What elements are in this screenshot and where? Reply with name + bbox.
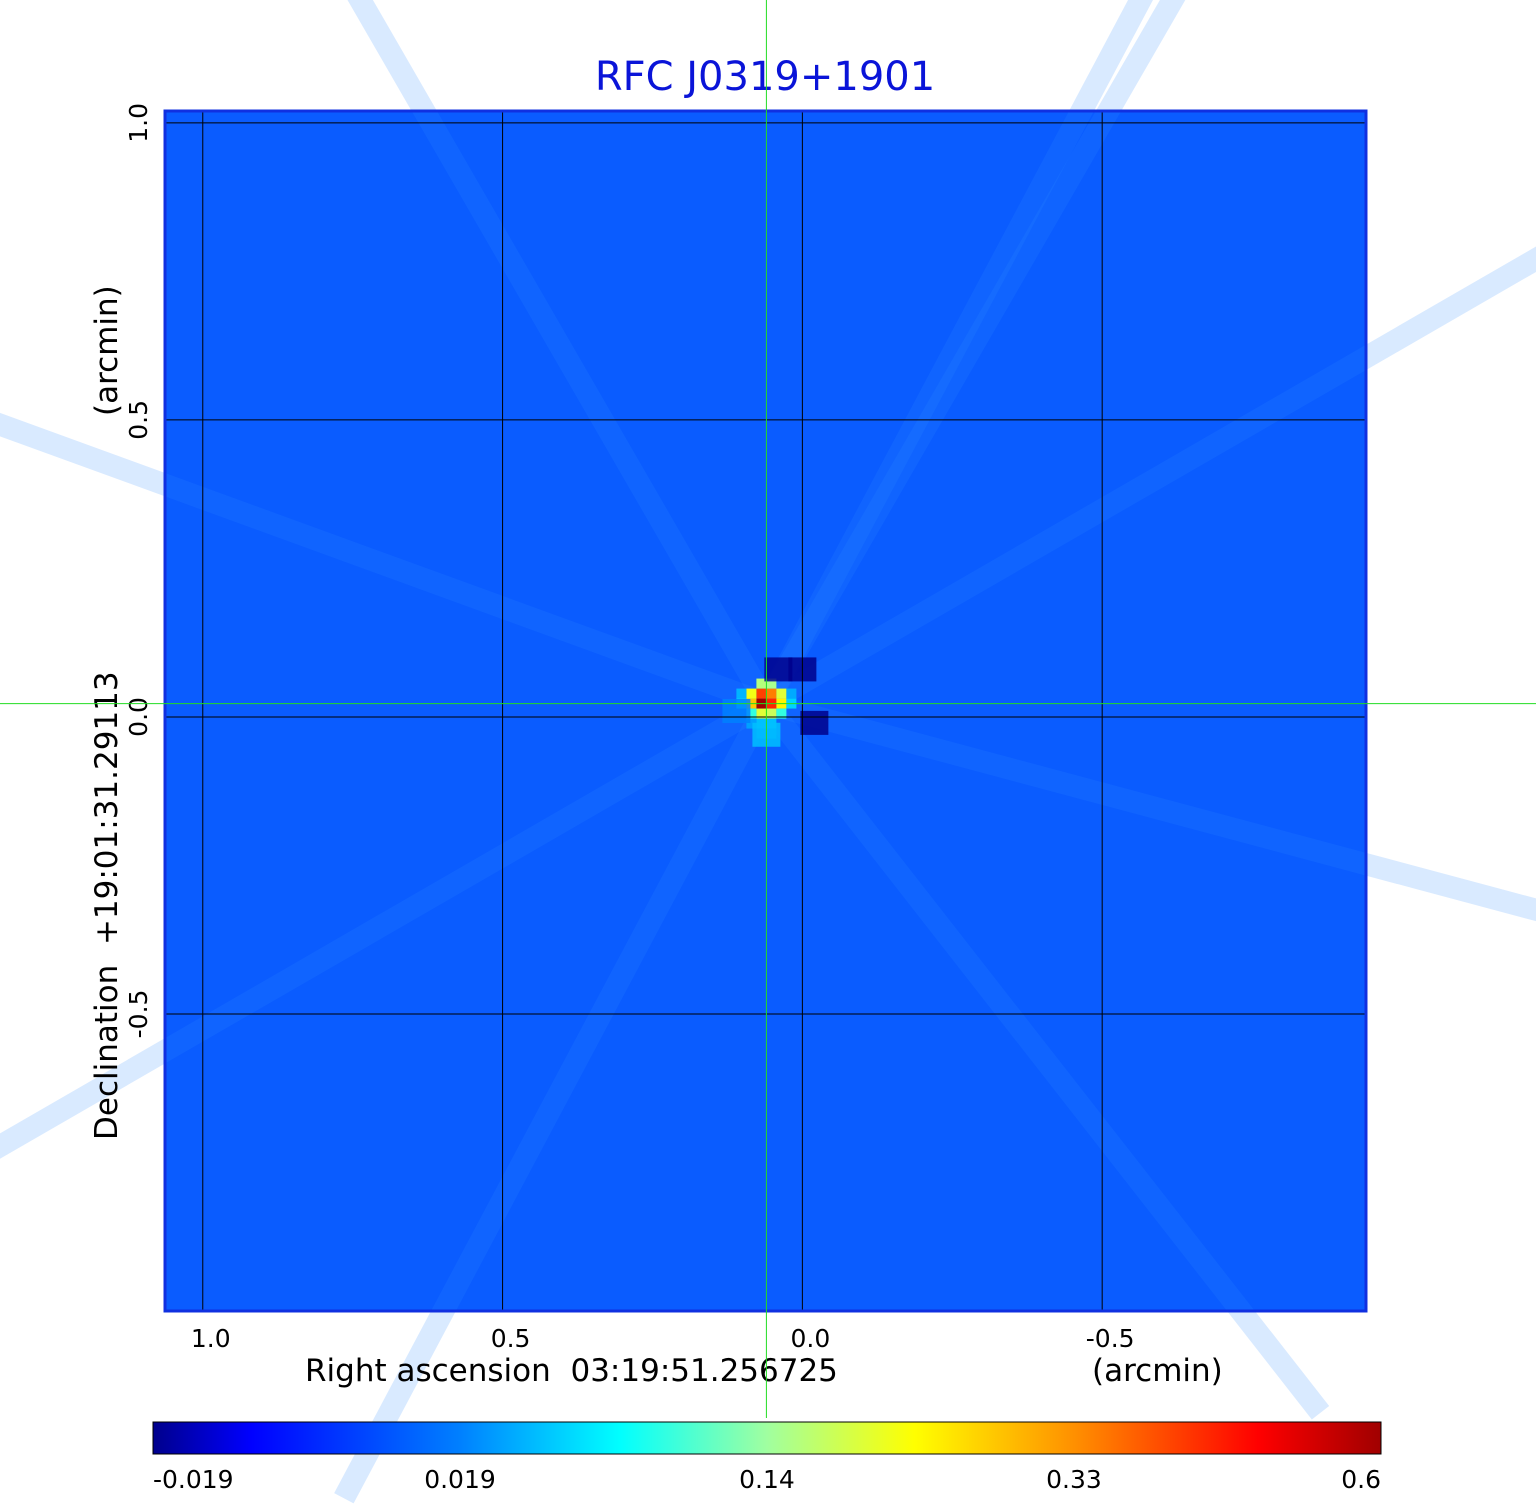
sidelobe-streak — [334, 698, 777, 1504]
source-pixel — [786, 688, 797, 699]
x-tick-label: 0.5 — [491, 1324, 531, 1353]
y-tick-label: -0.5 — [124, 990, 153, 1039]
y-tick-labels: 1.0 0.5 0.0 -0.5 — [124, 103, 153, 1038]
sidelobe-streak — [0, 412, 771, 714]
y-tick-label: 1.0 — [124, 103, 153, 143]
source-pixel — [756, 688, 767, 699]
y-tick-label: 0.5 — [124, 400, 153, 440]
y-axis-unit: (arcmin) — [89, 285, 125, 416]
source-pixel — [766, 678, 777, 689]
colorbar-tick-label: -0.019 — [153, 1465, 234, 1494]
sidelobe-streak — [760, 246, 1536, 714]
colorbar-tick-label: 0.6 — [1341, 1465, 1381, 1494]
sidelobe-pixel — [764, 657, 793, 682]
sidelobe-streak — [347, 0, 776, 710]
x-tick-label: -0.5 — [1086, 1324, 1135, 1353]
x-axis-label: Right ascension 03:19:51.256725 — [305, 1353, 838, 1389]
source-pixel — [776, 688, 787, 699]
x-tick-label: 0.0 — [790, 1324, 830, 1353]
source-pixel — [746, 708, 757, 719]
sidelobe-pixel — [722, 699, 751, 723]
sidelobe-streak — [763, 692, 1536, 922]
crosshair — [0, 0, 1536, 1418]
chart-title: RFC J0319+1901 — [595, 54, 935, 100]
source-pixel — [776, 708, 787, 719]
source-pixel — [746, 718, 757, 729]
x-tick-label: 1.0 — [191, 1324, 231, 1353]
y-axis-label: Declination +19:01:31.29113 — [89, 671, 125, 1140]
colorbar-tick-label: 0.14 — [739, 1465, 795, 1494]
sidelobe-streak — [0, 694, 772, 1159]
x-axis-unit: (arcmin) — [1092, 1353, 1223, 1389]
source-pixel — [736, 688, 747, 699]
source-pixel — [766, 688, 777, 699]
colorbar-tick-label: 0.33 — [1046, 1465, 1102, 1494]
colorbar-gradient — [152, 1421, 1382, 1455]
sidelobe-streak — [757, 696, 1330, 1420]
source-pixel — [766, 708, 777, 719]
colorbar-tick-label: 0.019 — [424, 1465, 496, 1494]
source-pixel — [756, 708, 767, 719]
grid-lines — [165, 111, 1366, 1311]
source-pixel — [756, 678, 767, 689]
colorbar-tick-labels: -0.019 0.019 0.14 0.33 0.6 — [153, 1465, 1381, 1494]
x-tick-labels: 1.0 0.5 0.0 -0.5 — [191, 1324, 1135, 1353]
sidelobe-streak — [756, 0, 1153, 709]
plot-frame — [163, 109, 1368, 1313]
y-tick-label: 0.0 — [124, 697, 153, 737]
sidelobe-streak — [756, 0, 1186, 710]
colorbar: -0.019 0.019 0.14 0.33 0.6 — [152, 1421, 1382, 1494]
source-pixel — [746, 688, 757, 699]
sidelobe-pixel — [800, 710, 829, 735]
